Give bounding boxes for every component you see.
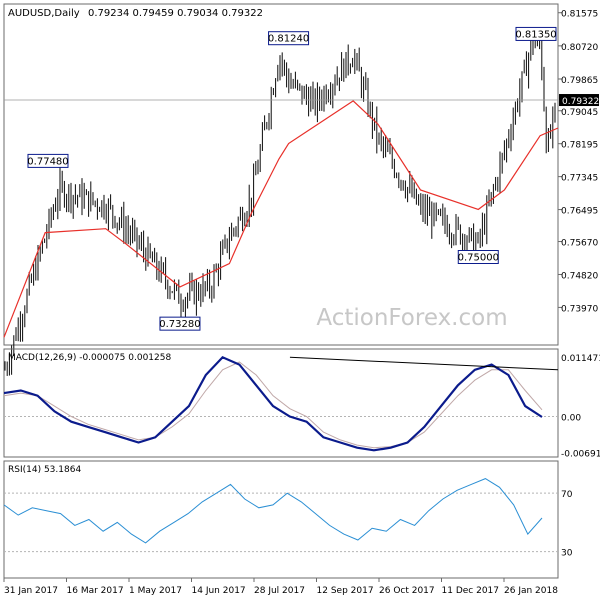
price-annotation-box xyxy=(27,153,69,168)
x-tick-label: 28 Jul 2017 xyxy=(254,586,305,596)
price-annotation-box xyxy=(457,250,499,264)
price-annotation-label: 0.77480 xyxy=(27,156,68,167)
x-tick-label: 1 May 2017 xyxy=(129,586,182,596)
rsi-line xyxy=(3,478,543,544)
price-tick-label: 0.75670 xyxy=(561,239,598,249)
macd-trendline xyxy=(289,356,559,371)
price-tick-label: 0.79045 xyxy=(561,108,598,118)
price-annotation-box xyxy=(515,26,557,41)
rsi-tick-label: 70 xyxy=(561,490,573,500)
x-tick-label: 12 Sep 2017 xyxy=(317,586,374,596)
macd-tick-label: 0.011471 xyxy=(561,354,600,364)
price-panel: 0.81575 0.80720 0.79865 0.79045 0.78195 0.773… xyxy=(3,3,599,376)
price-frame xyxy=(3,3,559,346)
x-tick-label: 31 Jan 2017 xyxy=(4,586,58,596)
price-tick-label: 0.78195 xyxy=(561,141,598,151)
macd-panel: MACD(12,26,9) -0.000075 0.001258 0.011471… xyxy=(3,348,600,459)
moving-average-line xyxy=(3,100,559,338)
watermark: ActionForex.com xyxy=(316,305,507,331)
macd-frame xyxy=(3,348,559,458)
price-annotation-label: 0.73280 xyxy=(159,319,200,330)
x-axis: 31 Jan 2017 16 Mar 2017 1 May 2017 14 Jun 2… xyxy=(3,578,558,596)
x-tick-label: 16 Mar 2017 xyxy=(67,586,124,596)
x-tick-label: 11 Dec 2017 xyxy=(442,586,500,596)
price-tick-label: 0.80720 xyxy=(561,43,598,53)
rsi-label: RSI(14) 53.1864 xyxy=(8,465,81,475)
price-annotation-label: 0.81350 xyxy=(515,29,556,40)
price-tick-label: 0.79865 xyxy=(561,76,598,86)
x-tick-label: 14 Jun 2017 xyxy=(192,586,246,596)
current-price-box xyxy=(559,94,599,107)
price-annotation-label: 0.75000 xyxy=(458,253,499,264)
rsi-tick-label: 30 xyxy=(561,549,573,559)
current-price-label: 0.79322 xyxy=(562,97,599,107)
x-tick-label: 26 Oct 2017 xyxy=(379,586,435,596)
ohlc-label: 0.79234 0.79459 0.79034 0.79322 xyxy=(88,8,263,19)
x-tick-label: 26 Jan 2018 xyxy=(504,586,558,596)
rsi-panel: RSI(14) 53.1864 70 30 xyxy=(3,460,573,579)
macd-signal-line xyxy=(3,361,543,449)
price-tick-label: 0.76495 xyxy=(561,207,598,217)
macd-tick-label: 0.00 xyxy=(561,414,581,424)
price-tick-label: 0.81575 xyxy=(561,10,598,20)
macd-line xyxy=(3,355,543,452)
price-tick-label: 0.73970 xyxy=(561,304,598,314)
price-annotation-box xyxy=(268,31,310,46)
price-annotation-label: 0.81240 xyxy=(268,34,309,45)
rsi-frame xyxy=(3,460,559,579)
price-tick-label: 0.77345 xyxy=(561,174,598,184)
price-annotation-box xyxy=(159,316,201,331)
macd-tick-label: -0.006913 xyxy=(561,449,600,459)
symbol-label: AUDUSD,Daily xyxy=(8,8,80,19)
macd-label: MACD(12,26,9) -0.000075 0.001258 xyxy=(8,353,171,363)
price-tick-label: 0.74820 xyxy=(561,271,598,281)
